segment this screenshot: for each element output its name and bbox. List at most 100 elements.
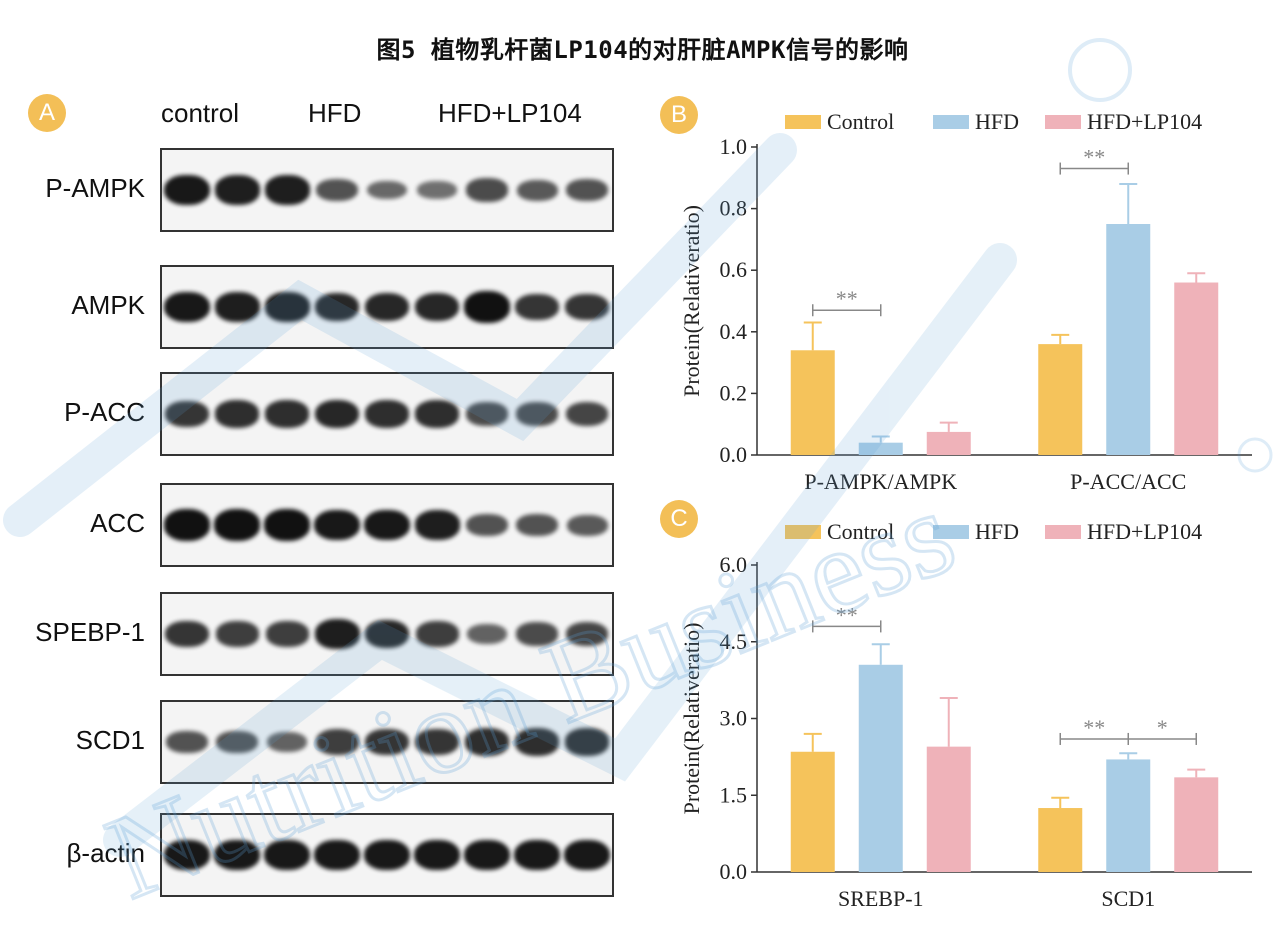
blot-band bbox=[414, 292, 460, 322]
blot-membrane bbox=[160, 372, 614, 456]
blot-band bbox=[515, 728, 559, 756]
chart-c: Control HFD HFD+LP104 0.0 1.5 3.0 4.5 6.0 Protei… bbox=[679, 519, 1252, 911]
blot-membrane bbox=[160, 265, 614, 349]
blot-band bbox=[214, 175, 260, 205]
blot-band bbox=[165, 620, 209, 648]
blot-band bbox=[415, 728, 459, 756]
blot-group-control: control bbox=[161, 98, 240, 128]
y-tick-label: 1.5 bbox=[720, 782, 748, 807]
blot-band bbox=[214, 839, 260, 871]
blot-band bbox=[367, 180, 407, 200]
bar bbox=[1038, 808, 1083, 872]
bar bbox=[1174, 777, 1219, 872]
x-tick-label: SCD1 bbox=[1101, 886, 1155, 911]
y-axis-label: Protein(Relativeratio) bbox=[679, 205, 704, 397]
blot-membrane bbox=[160, 813, 614, 897]
blot-band bbox=[216, 730, 258, 754]
x-tick-label: P-AMPK/AMPK bbox=[804, 469, 957, 494]
blot-row-label: β-actin bbox=[66, 838, 145, 868]
blot-band bbox=[264, 509, 310, 541]
blot-group-hfd: HFD bbox=[308, 98, 362, 128]
y-tick-label: 0.2 bbox=[720, 380, 748, 405]
bar bbox=[790, 350, 835, 455]
blot-band bbox=[264, 292, 310, 322]
blot-band bbox=[464, 839, 510, 871]
y-tick-label: 0.0 bbox=[720, 442, 748, 467]
y-tick-label: 0.8 bbox=[720, 196, 748, 221]
blot-band bbox=[316, 178, 358, 202]
legend-swatch bbox=[785, 115, 821, 129]
blot-membrane bbox=[160, 700, 614, 784]
blot-band bbox=[516, 179, 558, 201]
blot-band bbox=[515, 293, 559, 321]
blot-band bbox=[164, 509, 210, 541]
blot-band bbox=[164, 291, 210, 323]
legend-swatch bbox=[1045, 525, 1081, 539]
blot-band bbox=[214, 509, 260, 541]
legend-label: HFD+LP104 bbox=[1087, 109, 1202, 134]
blot-band bbox=[264, 175, 310, 205]
bar bbox=[858, 664, 903, 872]
bar bbox=[926, 746, 971, 872]
blot-band bbox=[464, 291, 510, 323]
blot-group-lp104: HFD+LP104 bbox=[438, 98, 582, 128]
blot-membrane bbox=[160, 148, 614, 232]
blot-band bbox=[215, 621, 259, 647]
significance-mark: ** bbox=[1083, 145, 1105, 170]
blot-row-label: SCD1 bbox=[75, 725, 145, 755]
blot-band bbox=[566, 514, 608, 536]
blot-band bbox=[415, 400, 459, 428]
blot-band bbox=[164, 174, 210, 206]
blot-band bbox=[164, 839, 210, 871]
blot-band bbox=[314, 839, 360, 871]
legend-swatch bbox=[933, 115, 969, 129]
blot-band bbox=[265, 400, 309, 428]
blot-band bbox=[417, 181, 457, 199]
blot-band bbox=[364, 509, 410, 541]
blot-band bbox=[516, 402, 558, 426]
legend-label: Control bbox=[827, 109, 894, 134]
blot-row-label: ACC bbox=[90, 508, 145, 538]
significance-mark: ** bbox=[836, 602, 858, 627]
blot-band bbox=[564, 839, 610, 871]
legend-label: HFD+LP104 bbox=[1087, 519, 1202, 544]
blot-row-label: P-ACC bbox=[64, 397, 145, 427]
blot-band bbox=[266, 732, 308, 752]
blot-band bbox=[466, 513, 508, 537]
blot-band bbox=[365, 728, 409, 756]
y-tick-label: 0.0 bbox=[720, 859, 748, 884]
blot-band bbox=[466, 624, 508, 644]
blot-band bbox=[214, 292, 260, 322]
panel-a-badge: A bbox=[28, 94, 66, 132]
y-tick-label: 3.0 bbox=[720, 706, 748, 731]
y-tick-label: 0.4 bbox=[720, 319, 748, 344]
blot-row-label: P-AMPK bbox=[45, 173, 145, 203]
blot-band bbox=[466, 402, 508, 426]
blot-band bbox=[516, 513, 558, 537]
legend-swatch bbox=[933, 525, 969, 539]
blot-band bbox=[165, 400, 209, 428]
blot-band bbox=[215, 400, 259, 428]
y-tick-label: 1.0 bbox=[720, 134, 748, 159]
blot-band bbox=[565, 401, 609, 427]
significance-mark: ** bbox=[1083, 715, 1105, 740]
blot-band bbox=[314, 619, 360, 649]
legend-label: HFD bbox=[975, 519, 1019, 544]
significance-mark: * bbox=[1157, 715, 1168, 740]
blot-band bbox=[466, 178, 508, 202]
blot-band bbox=[315, 729, 359, 755]
blot-band bbox=[364, 839, 410, 871]
blot-band bbox=[166, 730, 208, 754]
bar bbox=[1038, 344, 1083, 455]
x-tick-label: SREBP-1 bbox=[838, 886, 924, 911]
blot-band bbox=[314, 509, 360, 541]
legend-swatch bbox=[1045, 115, 1081, 129]
blot-band bbox=[514, 839, 560, 871]
y-tick-label: 0.6 bbox=[720, 257, 748, 282]
blot-band bbox=[364, 292, 410, 322]
figure-title: 图5 植物乳杆菌LP104的对肝脏AMPK信号的影响 bbox=[376, 36, 909, 64]
bar bbox=[790, 751, 835, 872]
y-tick-label: 4.5 bbox=[720, 629, 748, 654]
y-tick-label: 6.0 bbox=[720, 552, 748, 577]
blot-band bbox=[414, 839, 460, 871]
